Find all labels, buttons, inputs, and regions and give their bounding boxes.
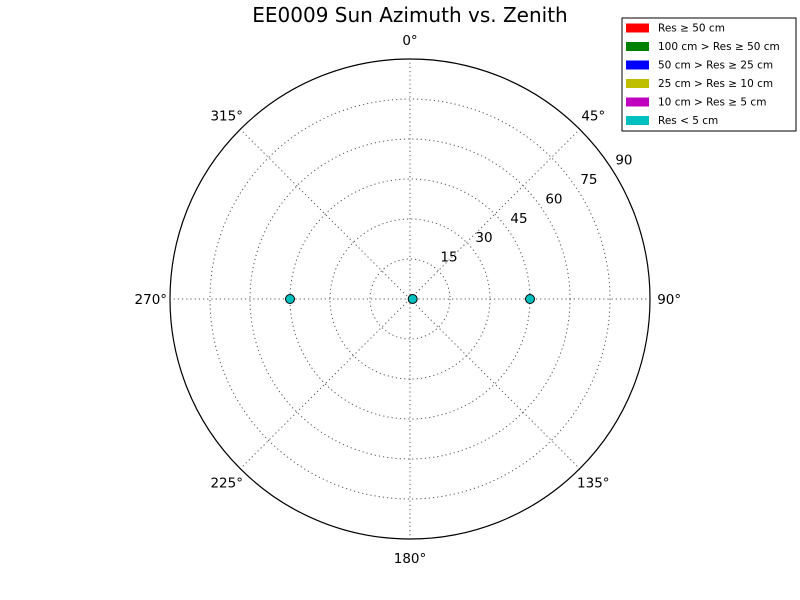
grid-spoke-135	[409, 298, 581, 470]
radial-tick-label: 15	[440, 250, 457, 266]
radial-tick-label: 90	[615, 153, 632, 169]
grid-spoke-225	[239, 298, 411, 470]
theta-tick-label: 0°	[402, 33, 417, 49]
theta-tick-label: 45°	[581, 109, 605, 125]
theta-tick-label: 270°	[135, 292, 168, 308]
radial-tick-label: 60	[545, 191, 562, 207]
radial-tick-label: 45	[510, 211, 527, 227]
legend-label: Res ≥ 50 cm	[658, 23, 725, 35]
chart-title: EE0009 Sun Azimuth vs. Zenith	[252, 3, 567, 27]
theta-tick-label: 135°	[577, 475, 610, 491]
legend-label: 25 cm > Res ≥ 10 cm	[658, 78, 773, 90]
theta-tick-labels: 0° 45° 90° 135° 180° 225° 270° 315°	[135, 33, 682, 567]
legend-box	[621, 17, 797, 132]
legend-swatch	[626, 97, 649, 107]
legend-entries: Res ≥ 50 cm 100 cm > Res ≥ 50 cm 50 cm > R…	[626, 23, 780, 127]
data-point	[407, 294, 418, 304]
legend-swatch	[626, 116, 649, 125]
radial-tick-label: 30	[475, 230, 492, 246]
data-point	[525, 294, 535, 304]
legend-swatch	[626, 79, 649, 88]
legend-label: 100 cm > Res ≥ 50 cm	[658, 41, 780, 53]
data-point	[285, 294, 295, 304]
legend: Res ≥ 50 cm 100 cm > Res ≥ 50 cm 50 cm > R…	[621, 17, 797, 132]
polar-outer-circle	[169, 58, 651, 540]
theta-tick-label: 90°	[657, 292, 681, 308]
grid-circle-15	[369, 258, 451, 340]
radial-tick-label: 75	[580, 172, 597, 188]
radial-tick-labels: 15 30 45 60 75 90	[440, 153, 632, 266]
theta-tick-label: 180°	[394, 551, 427, 567]
legend-swatch	[626, 60, 649, 70]
grid-circle-75	[209, 98, 611, 500]
legend-label: 50 cm > Res ≥ 25 cm	[658, 60, 773, 72]
legend-label: 10 cm > Res ≥ 5 cm	[658, 97, 766, 109]
theta-tick-label: 315°	[210, 109, 243, 125]
legend-swatch	[626, 42, 649, 51]
theta-tick-label: 225°	[210, 475, 243, 491]
legend-swatch	[626, 23, 649, 33]
data-points	[285, 294, 535, 304]
legend-label: Res < 5 cm	[658, 115, 718, 127]
